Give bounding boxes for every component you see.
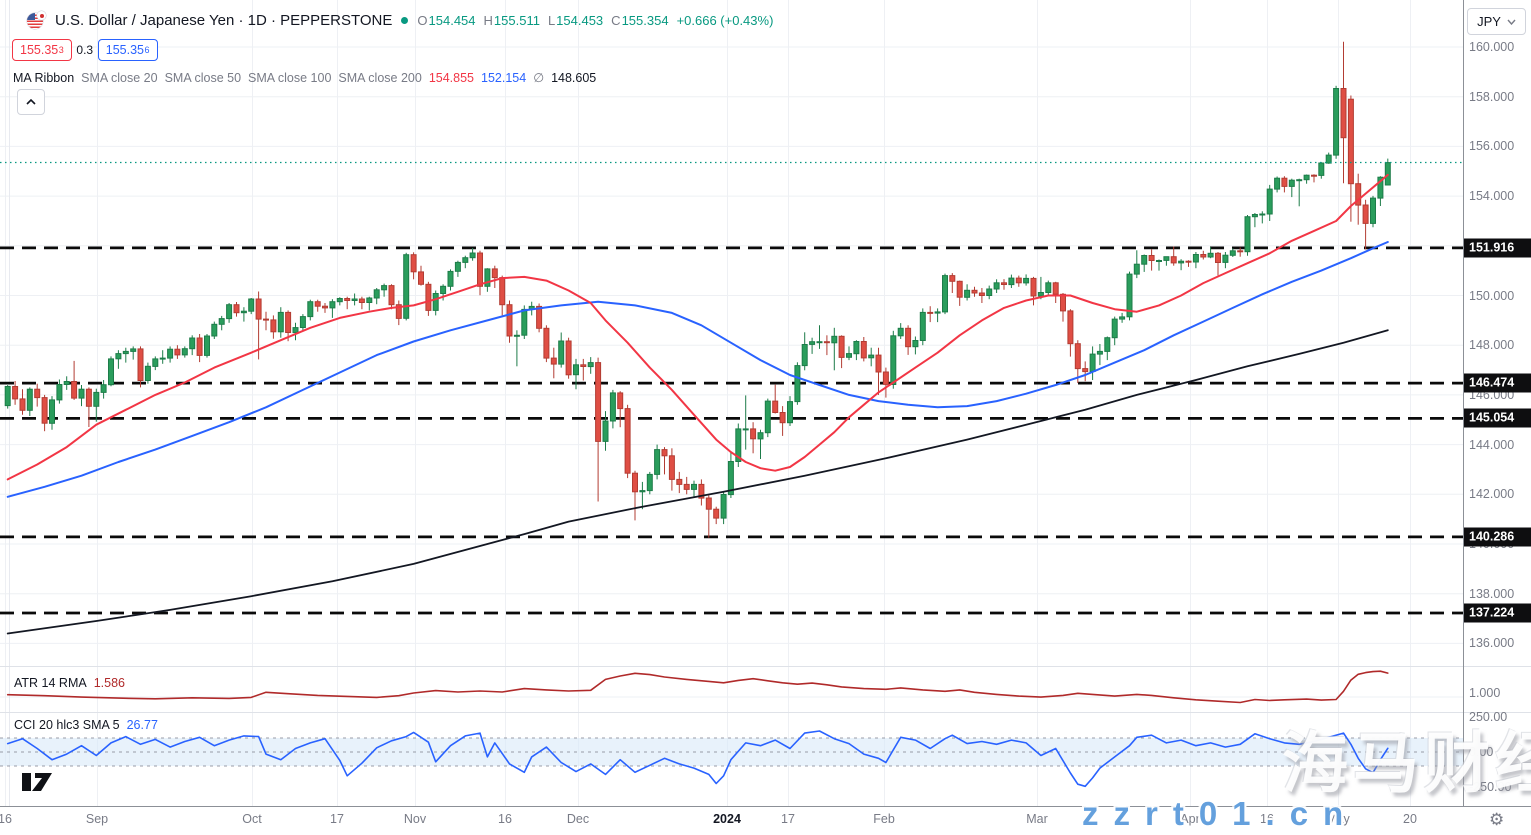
time-tick: 17 <box>330 812 344 826</box>
trade-panel: 155.35 3 0.3 155.35 6 <box>12 39 158 61</box>
cci-tick: -250.00 <box>1469 780 1512 794</box>
time-tick: Apr <box>1180 812 1200 826</box>
ma-ribbon-param: SMA close 50 <box>164 70 242 85</box>
ohlc-item: O154.454 <box>417 13 476 28</box>
time-tick: 16 <box>0 812 12 826</box>
tradingview-logo-icon <box>22 773 52 791</box>
ma-ribbon-value: 154.855 <box>428 70 474 85</box>
ohlc-item: C155.354 <box>611 13 669 28</box>
buy-button[interactable]: 155.35 6 <box>97 39 158 61</box>
atr-label: ATR 14 RMA <box>14 676 87 690</box>
ma-ribbon-name: MA Ribbon <box>13 70 75 85</box>
time-tick: 17 <box>781 812 795 826</box>
time-tick: 20 <box>1403 812 1417 826</box>
chevron-down-icon <box>1507 19 1516 25</box>
cci-band <box>0 737 1464 767</box>
cci-line <box>6 730 1389 788</box>
time-axis[interactable]: 16 Sep Oct 17 Nov 16 Dec 2024 17 Feb Mar Apr 16 May 20 <box>0 807 1531 835</box>
time-tick: Dec <box>566 812 590 826</box>
cci-value: 26.77 <box>126 718 158 732</box>
symbol-title: U.S. Dollar / Japanese Yen · 1D · PEPPER… <box>55 12 393 29</box>
price-tick: 142.000 <box>1469 487 1515 502</box>
ma-ribbon-param: SMA close 20 <box>81 70 158 85</box>
time-tick: Sep <box>85 812 109 826</box>
atr-tick: 1.000 <box>1469 686 1501 700</box>
price-tick: 148.000 <box>1469 338 1515 353</box>
gridlines <box>0 0 1464 806</box>
level-price-badge: 140.286 <box>1464 527 1531 547</box>
ohlc-item: L154.453 <box>547 13 604 28</box>
price-tick: 138.000 <box>1469 586 1515 601</box>
sell-button[interactable]: 155.35 3 <box>12 39 72 61</box>
time-tick: May <box>1326 812 1350 826</box>
atr-value: 1.586 <box>93 676 125 690</box>
price-tick: 144.000 <box>1469 437 1515 452</box>
level-price-badge: 146.474 <box>1464 373 1531 393</box>
ma-ribbon-legend: MA Ribbon SMA close 20 SMA close 50 SMA clo… <box>13 70 597 86</box>
currency-dropdown[interactable]: JPY <box>1467 8 1526 35</box>
level-price-badge: 145.054 <box>1464 408 1531 428</box>
price-tick: 136.000 <box>1469 636 1515 651</box>
time-tick: Nov <box>403 812 427 826</box>
time-tick: Oct <box>242 812 262 826</box>
candles <box>4 41 1391 538</box>
time-tick: Feb <box>873 812 895 826</box>
market-open-icon <box>401 17 409 24</box>
ma-ribbon-value: 152.154 <box>481 70 527 85</box>
cci-tick: 250.00 <box>1469 710 1508 724</box>
cci-tick: 0.00 <box>1469 745 1494 759</box>
currency-pair-icon <box>27 11 46 30</box>
time-tick: 16 <box>498 812 512 826</box>
price-tick: 154.000 <box>1469 189 1515 204</box>
time-tick: 2024 <box>713 812 741 826</box>
ma-ribbon-lines <box>6 173 1389 635</box>
time-tick: Mar <box>1026 812 1048 826</box>
price-tick: 160.000 <box>1469 40 1515 54</box>
ma-ribbon-value: ∅ <box>533 71 545 85</box>
spread-label: 0.3 <box>76 43 94 57</box>
tradingview-logo[interactable] <box>20 769 54 800</box>
ohlc-values: O154.454 H155.511 L154.453 C155.354 +0.666 (… <box>417 13 773 28</box>
timescale-settings-gear-icon[interactable]: ⚙ <box>1489 810 1505 829</box>
atr-pane-legend: ATR 14 RMA 1.586 <box>14 676 125 690</box>
price-axis[interactable]: JPY 160.000158.000156.000154.000152.0001… <box>1464 0 1531 835</box>
support-resistance-lines <box>0 246 1464 615</box>
price-tick: 158.000 <box>1469 89 1515 104</box>
ma-ribbon-value: 148.605 <box>551 70 597 85</box>
ma-ribbon-param: SMA close 200 <box>338 70 422 85</box>
atr-line <box>6 670 1389 704</box>
price-tick: 156.000 <box>1469 139 1515 154</box>
time-tick: 16 <box>1260 812 1274 826</box>
level-price-badge: 151.916 <box>1464 238 1531 258</box>
level-price-badge: 137.224 <box>1464 603 1531 623</box>
symbol-legend: U.S. Dollar / Japanese Yen · 1D · PEPPER… <box>27 11 773 30</box>
collapse-legend-button[interactable] <box>17 89 45 115</box>
chevron-up-icon <box>26 99 36 105</box>
ma-ribbon-param: SMA close 100 <box>248 70 332 85</box>
price-tick: 150.000 <box>1469 288 1515 303</box>
cci-pane-legend: CCI 20 hlc3 SMA 5 26.77 <box>14 718 158 732</box>
ohlc-item: H155.511 <box>483 13 540 28</box>
cci-label: CCI 20 hlc3 SMA 5 <box>14 718 120 732</box>
change-value: +0.666 (+0.43%) <box>676 13 774 28</box>
